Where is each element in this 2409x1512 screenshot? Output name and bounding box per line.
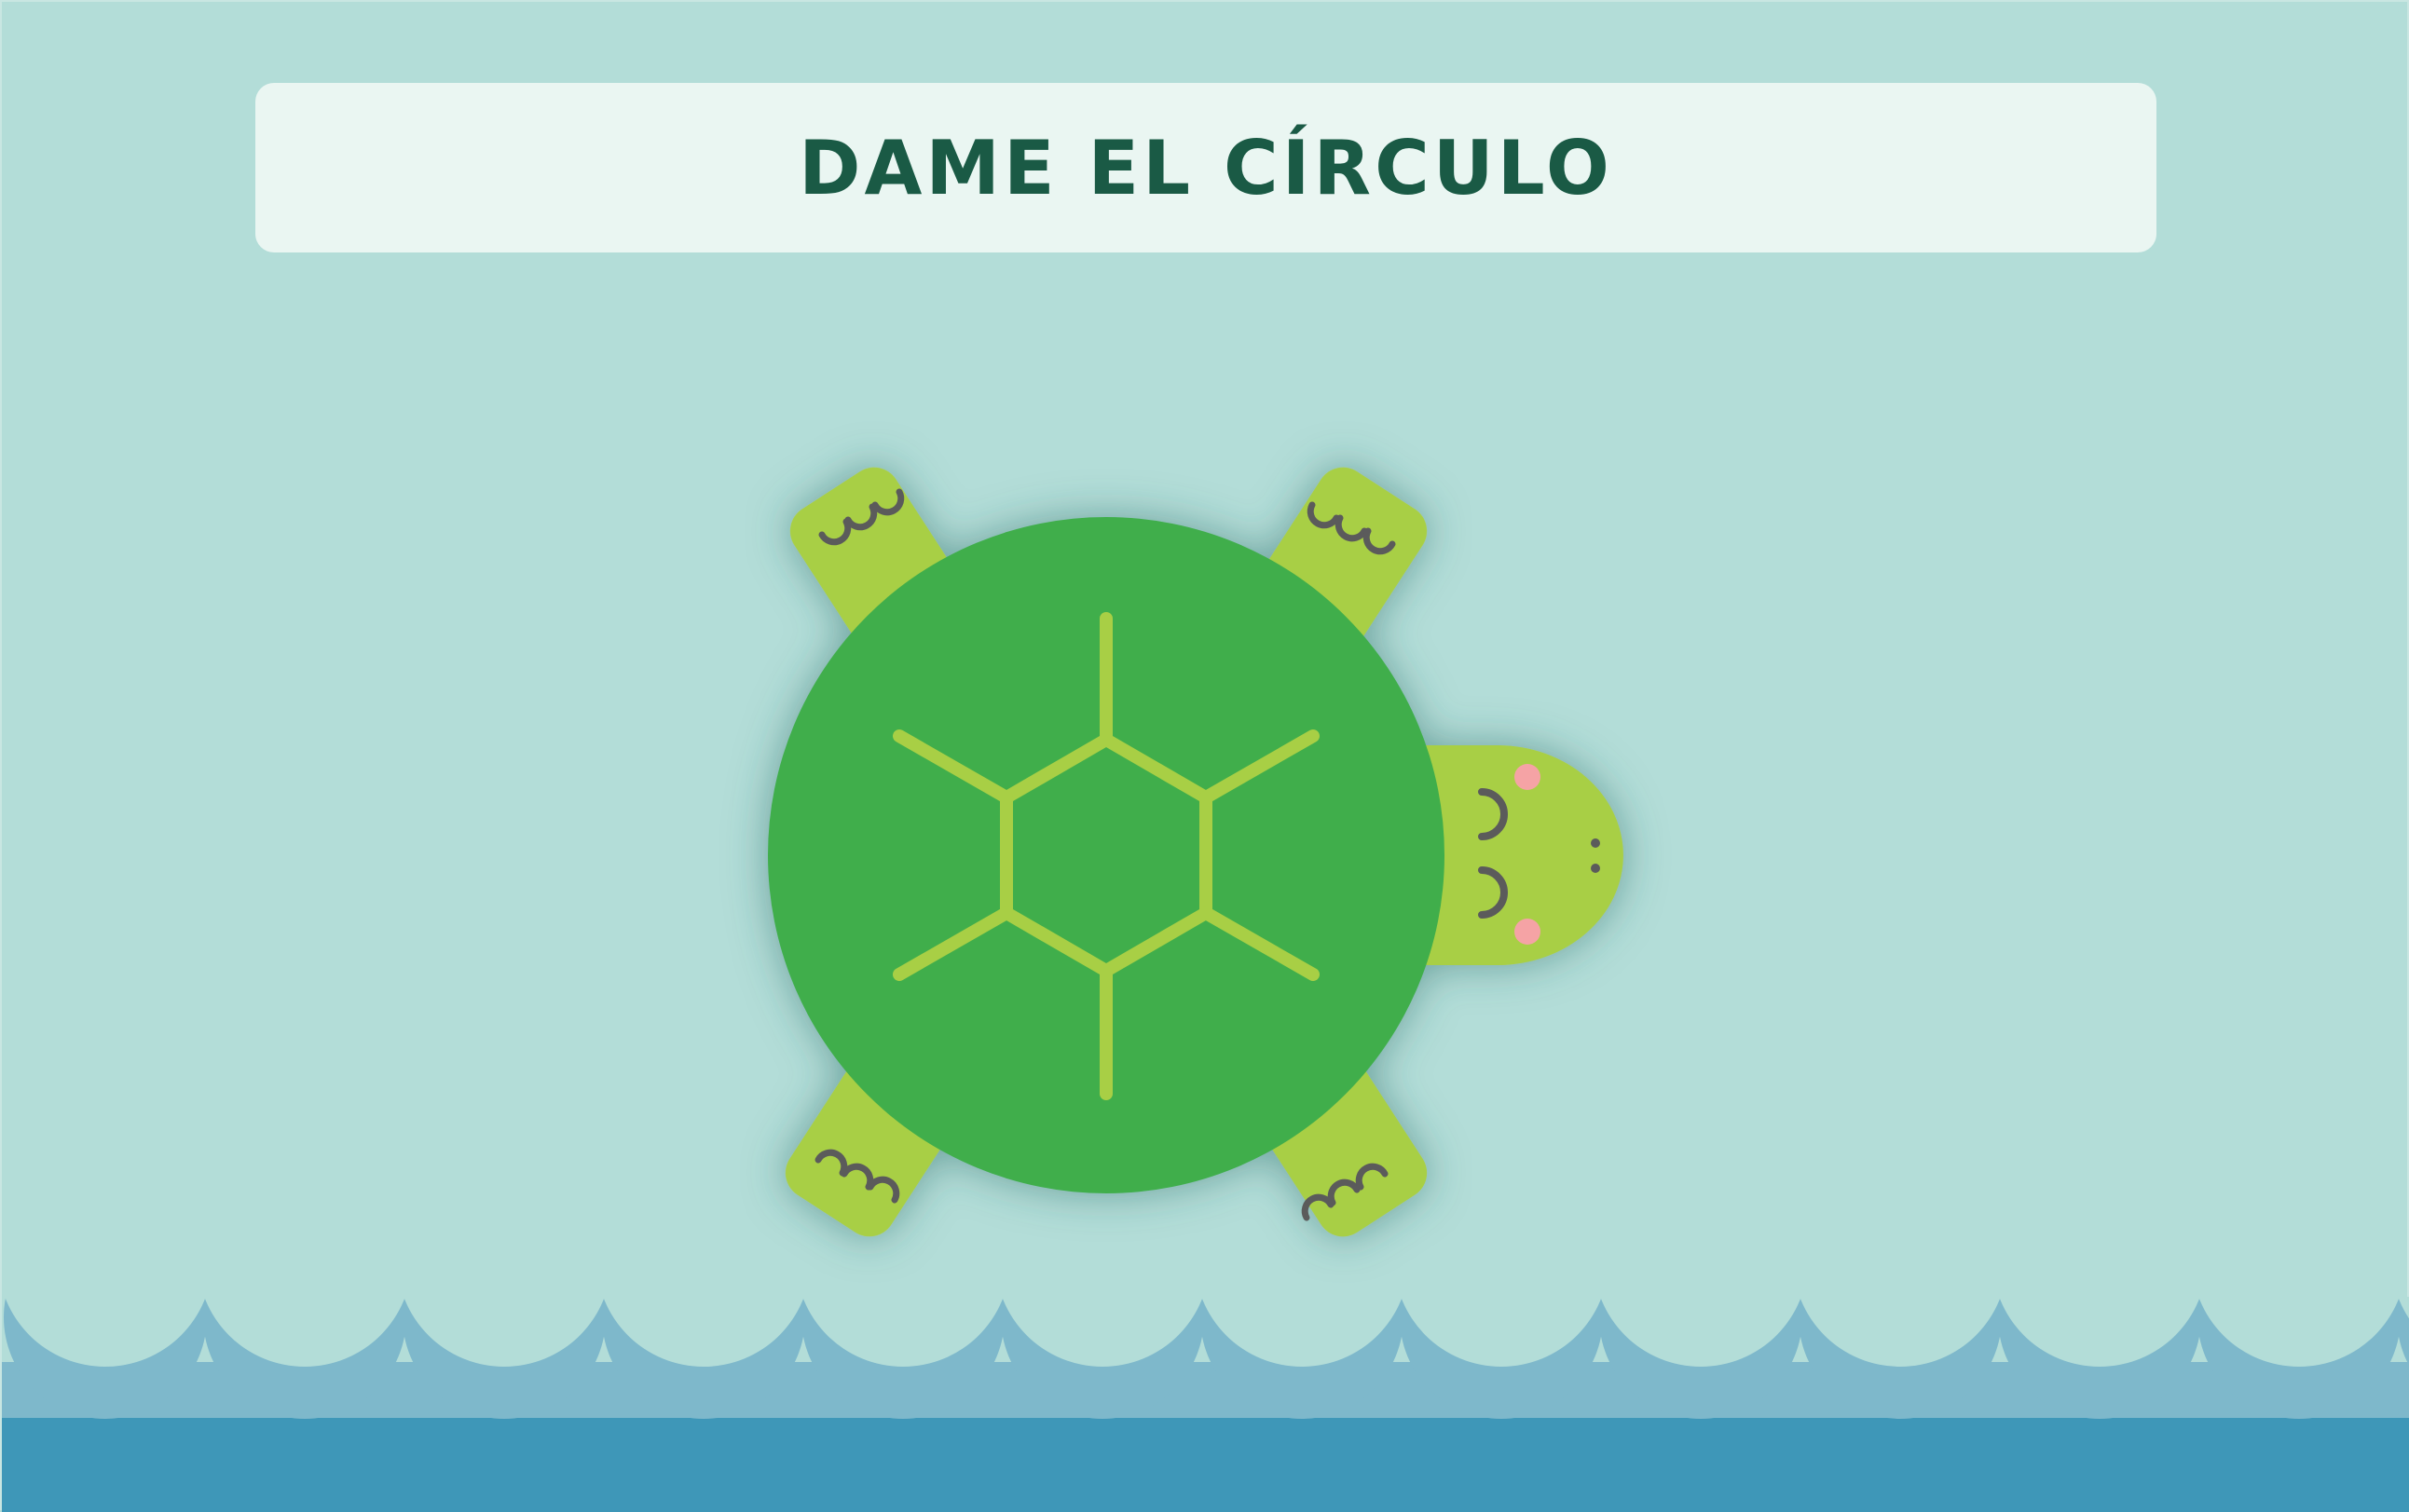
turtle-shell [768, 517, 1444, 1193]
prompt-banner: DAME EL CÍRCULO [255, 83, 2156, 252]
shell-pattern [893, 612, 1320, 1100]
wave-scallops [5, 1297, 2409, 1367]
eye-icon [1478, 866, 1508, 919]
eye-icon [1478, 788, 1508, 840]
waves-decoration [2, 1297, 2409, 1512]
prompt-text: DAME EL CÍRCULO [799, 124, 1613, 211]
cheek-icon [1514, 764, 1540, 790]
turtle-head [1381, 745, 1623, 965]
turtle-face [1478, 764, 1600, 945]
turtle-body [768, 467, 1623, 1237]
wave-band-dark [2, 1418, 2409, 1512]
cheek-icon [1514, 919, 1540, 945]
claw-icons [814, 488, 1396, 1221]
nostril-icon [1591, 838, 1600, 848]
nostril-icon [1591, 864, 1600, 873]
